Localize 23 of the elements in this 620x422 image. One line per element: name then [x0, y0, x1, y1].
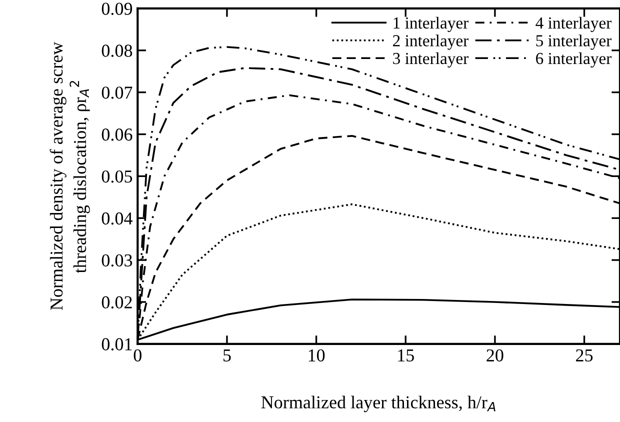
y-tick-label: 0.09 — [102, 2, 132, 15]
x-tick-label: 5 — [224, 349, 231, 362]
y-tick-label: 0.07 — [102, 86, 132, 99]
legend-label: 1 interlayer — [394, 16, 468, 32]
y-tick-label: 0.08 — [102, 44, 132, 57]
legend-label: 6 interlayer — [536, 52, 612, 68]
legend-label: 5 interlayer — [536, 34, 612, 50]
legend-label: 3 interlayer — [393, 52, 468, 68]
y-tick-label: 0.06 — [102, 128, 132, 141]
y-tick-label: 0.04 — [102, 212, 132, 225]
y-axis-title: Normalized density of average screw threading dislocation, ρr$_{A}$$^{2}$ — [50, 42, 90, 310]
x-tick-label: 10 — [308, 349, 325, 362]
legend-label: 2 interlayer — [393, 34, 468, 50]
y-tick-label: 0.02 — [102, 296, 132, 309]
x-tick-label: 25 — [576, 349, 593, 362]
y-tick-label: 0.01 — [102, 338, 132, 350]
x-tick-label: 15 — [398, 349, 414, 362]
y-tick-label: 0.03 — [102, 254, 132, 267]
y-tick-label: 0.05 — [102, 170, 132, 183]
legend-label: 4 interlayer — [536, 16, 612, 32]
x-tick-label: 20 — [486, 349, 504, 362]
x-tick-label: 0 — [134, 349, 142, 362]
x-axis-title: Normalized layer thickness, h/r$_{A}$ — [261, 396, 496, 412]
